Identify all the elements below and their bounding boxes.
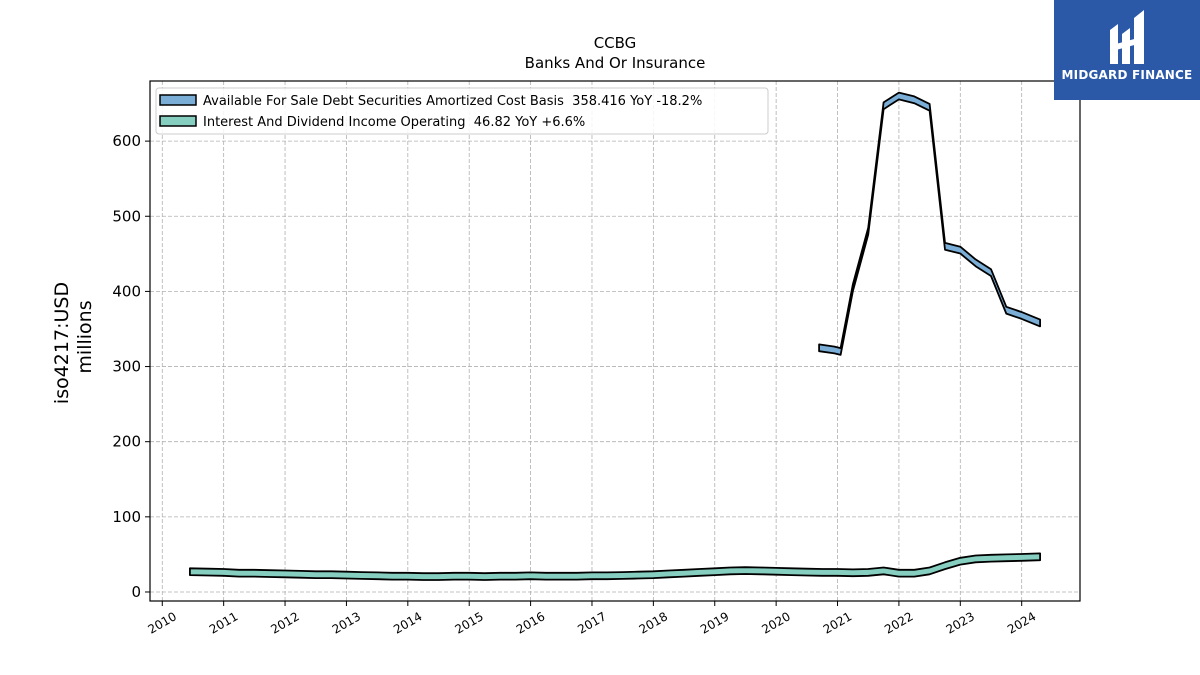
x-tick-label: 2011 xyxy=(207,609,240,636)
x-tick-label: 2024 xyxy=(1005,609,1038,636)
y-tick-label: 300 xyxy=(112,358,141,376)
x-tick-label: 2013 xyxy=(330,609,363,636)
y-tick-label: 500 xyxy=(112,207,141,225)
y-axis-label: iso4217:USD xyxy=(51,282,73,404)
series-layer xyxy=(189,91,1041,581)
x-tick-label: 2021 xyxy=(821,609,854,636)
chart-title: CCBG xyxy=(594,34,637,52)
x-tick-label: 2017 xyxy=(575,609,608,636)
series-line-1 xyxy=(818,91,1041,356)
y-tick-label: 100 xyxy=(112,508,141,526)
x-tick-label: 2023 xyxy=(944,609,977,636)
y-axis: 0 100 200 300 400 500 600 xyxy=(112,132,150,601)
series-line-2 xyxy=(189,552,1041,581)
legend-label-1: Available For Sale Debt Securities Amort… xyxy=(203,94,702,109)
x-tick-label: 2018 xyxy=(637,609,670,636)
chart-subtitle: Banks And Or Insurance xyxy=(525,54,706,72)
y-axis-label-units: millions xyxy=(74,300,96,373)
logo-mark-icon xyxy=(1110,10,1144,64)
x-tick-label: 2014 xyxy=(391,609,424,636)
legend-frame xyxy=(155,87,769,135)
plot-frame xyxy=(149,80,1081,602)
y-tick-label: 400 xyxy=(112,282,141,300)
x-axis: 2010 2011 2012 2013 2014 2015 2016 2017 2018 2019… xyxy=(146,601,1038,637)
legend-swatch-2 xyxy=(159,115,197,127)
y-tick-label: 0 xyxy=(131,583,141,601)
legend-swatch-1 xyxy=(159,94,197,106)
logo-text: MIDGARD FINANCE xyxy=(1061,68,1193,82)
legend-label-2: Interest And Dividend Income Operating 4… xyxy=(203,115,585,130)
x-tick-label: 2012 xyxy=(268,609,301,636)
y-tick-label: 200 xyxy=(112,433,141,451)
y-tick-label: 600 xyxy=(112,132,141,150)
x-tick-label: 2022 xyxy=(882,609,915,636)
grid xyxy=(150,81,1080,601)
x-tick-label: 2010 xyxy=(146,609,179,636)
x-tick-label: 2020 xyxy=(759,609,792,636)
brand-logo: MIDGARD FINANCE xyxy=(1054,0,1200,100)
x-tick-label: 2019 xyxy=(698,609,731,636)
legend: Available For Sale Debt Securities Amort… xyxy=(155,87,769,135)
x-tick-label: 2016 xyxy=(514,609,547,636)
x-tick-label: 2015 xyxy=(452,609,485,636)
